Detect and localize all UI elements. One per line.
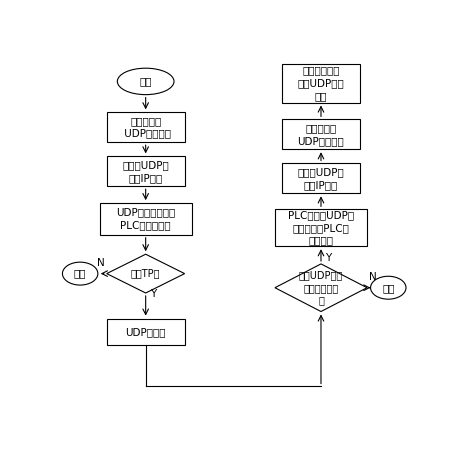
Polygon shape	[107, 254, 185, 293]
Bar	[275, 209, 367, 246]
Bar	[282, 120, 360, 149]
Bar	[107, 112, 185, 142]
Text: N: N	[97, 258, 105, 268]
Ellipse shape	[63, 262, 98, 285]
Text: Y: Y	[325, 253, 331, 263]
Text: 开始: 开始	[139, 76, 152, 87]
Text: 封装成UDP报
文和IP报文: 封装成UDP报 文和IP报文	[298, 167, 345, 190]
Text: UDP接收区: UDP接收区	[125, 327, 166, 337]
Bar	[107, 319, 185, 345]
Text: 丢弃: 丢弃	[74, 268, 86, 278]
Text: 封装成UDP报
文、IP报文: 封装成UDP报 文、IP报文	[122, 160, 169, 183]
Polygon shape	[275, 264, 367, 311]
Text: 上位机调用
 UDP发送进程: 上位机调用 UDP发送进程	[121, 116, 170, 139]
Ellipse shape	[117, 68, 174, 95]
Bar	[100, 203, 192, 235]
Text: 上位机判断并
解析UDP响应
报文: 上位机判断并 解析UDP响应 报文	[298, 65, 345, 101]
Text: UDP请求报文进入
PLC接收缓冲区: UDP请求报文进入 PLC接收缓冲区	[116, 207, 175, 230]
Text: PLC响应，UDP响
应报文进入PLC发
送缓冲区: PLC响应，UDP响 应报文进入PLC发 送缓冲区	[288, 210, 354, 245]
Text: N: N	[369, 272, 377, 282]
Bar	[107, 156, 185, 186]
Text: 上位机调用
UDP接收进程: 上位机调用 UDP接收进程	[298, 123, 345, 146]
Text: 丢弃: 丢弃	[382, 283, 394, 293]
Bar	[282, 64, 360, 103]
Text: Y: Y	[150, 289, 156, 299]
Text: 判断UDP请求
报文类型和索
引: 判断UDP请求 报文类型和索 引	[299, 270, 343, 305]
Text: 判断TP等: 判断TP等	[131, 268, 160, 278]
Bar	[282, 164, 360, 193]
Ellipse shape	[371, 276, 406, 299]
